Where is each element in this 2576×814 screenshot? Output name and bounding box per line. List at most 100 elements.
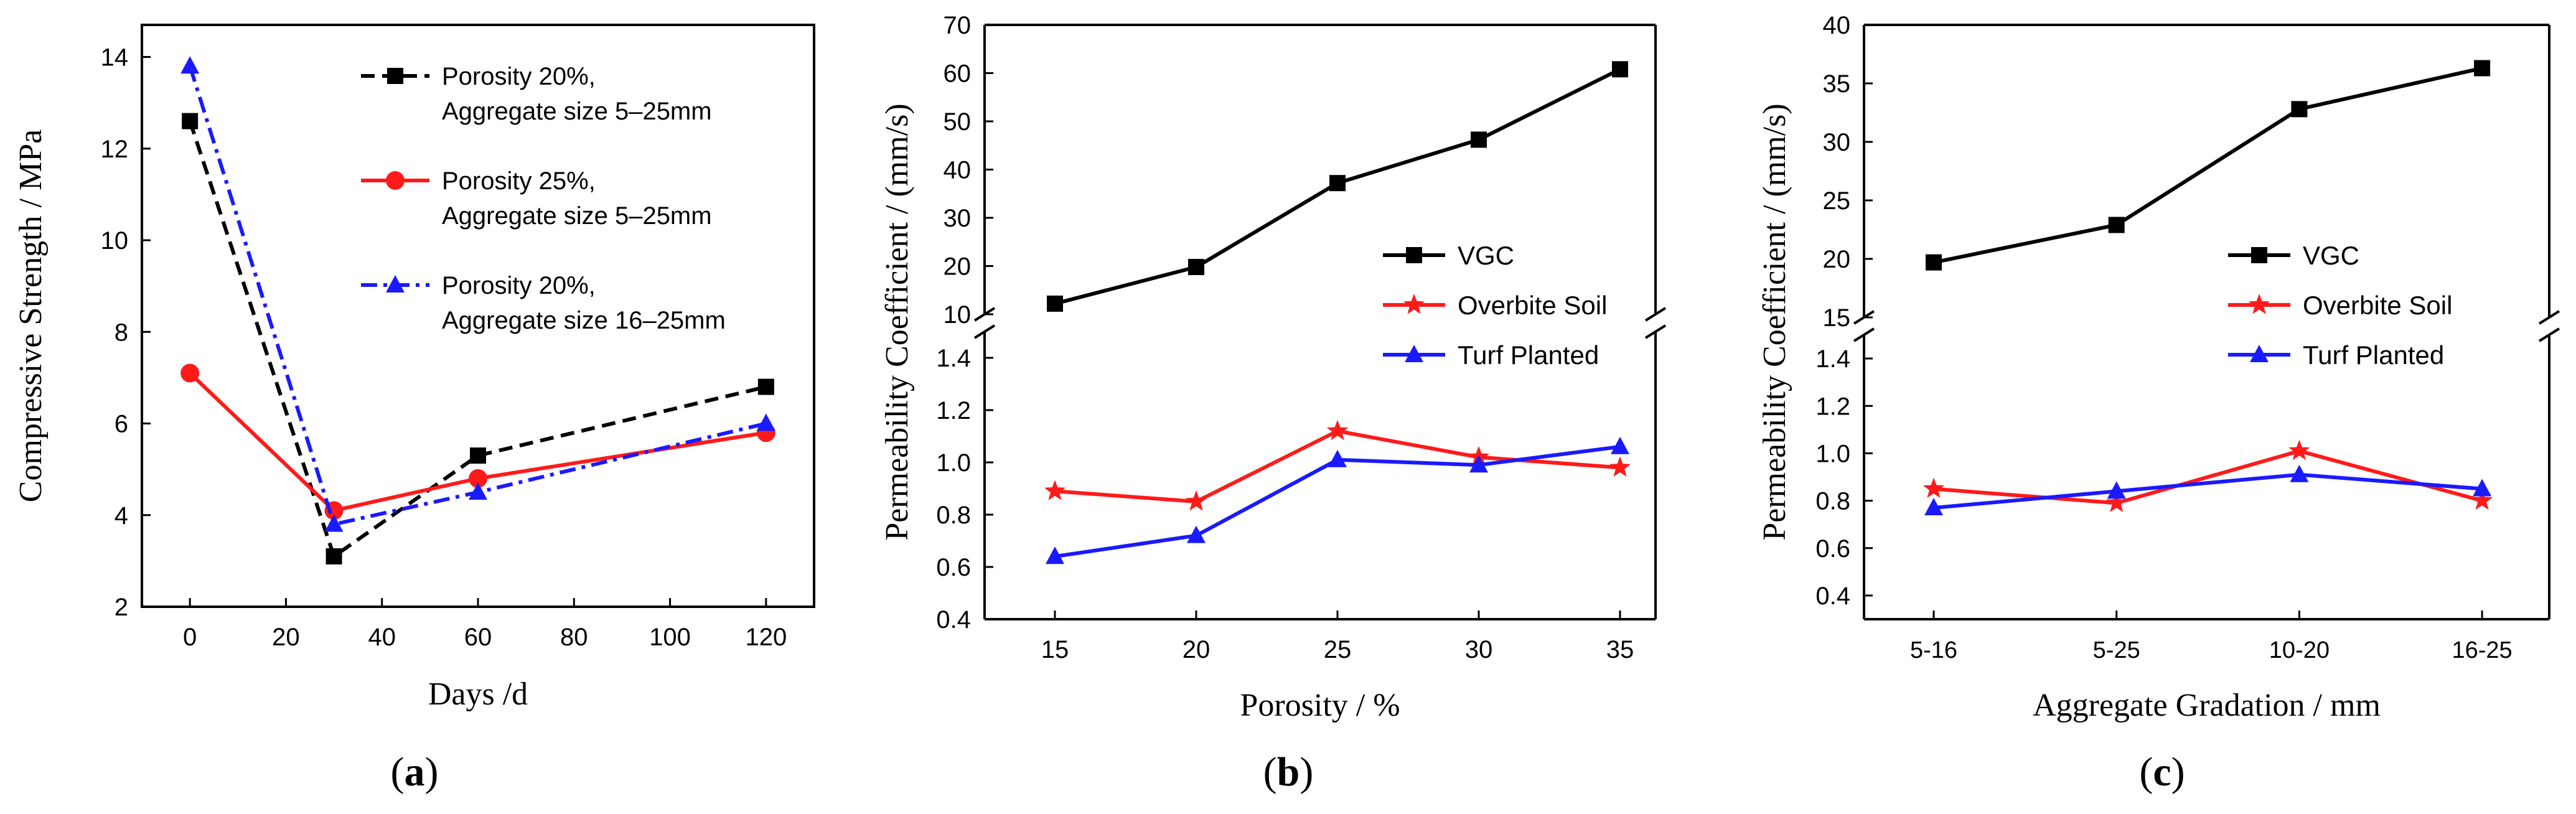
panel-a-x-tick-label: 100 <box>649 624 691 651</box>
panel-c-series-2-point <box>1924 498 1943 516</box>
panel-c-x-axis-label: Aggregate Gradation / mm <box>2033 688 2381 723</box>
panel-a-series-2-point <box>756 413 775 431</box>
panel-a-y-tick-label: 6 <box>115 411 128 438</box>
panel-c-series-0-line <box>1933 66 2483 264</box>
panel-a-legend-1-label-line1: Porosity 25%, <box>442 167 596 195</box>
panel-b-lower-y-tick-label: 1.4 <box>936 345 971 372</box>
panel-b-axis-break-mark <box>1644 324 1667 339</box>
panel-c-legend-0-label: VGC <box>2303 241 2359 270</box>
panel-b-series-2-point <box>1611 436 1629 454</box>
panel-b-axis-break-mark <box>973 324 996 339</box>
panel-b-lower-y-tick-label: 0.8 <box>936 502 971 529</box>
panel-a-y-tick-label: 12 <box>101 136 129 163</box>
panel-c-series-1-point <box>2471 489 2493 510</box>
panel-c-x-tick-label: 5-25 <box>2093 637 2140 663</box>
panel-c-lower-y-tick-label: 1.4 <box>1815 345 1850 373</box>
panel-a-legend-0-marker <box>387 68 403 84</box>
panel-b-series-2-point <box>1469 455 1488 473</box>
panel-a-series-0-point <box>326 548 342 565</box>
panel-a-y-tick-label: 10 <box>101 227 129 255</box>
panel-a-x-tick-label: 80 <box>560 624 588 651</box>
panel-b-series-0-point <box>1612 61 1628 78</box>
panel-b-series-1-point <box>1326 419 1349 441</box>
panel-c-upper-y-tick-label: 30 <box>1823 129 1851 156</box>
panel-a-series-0-point <box>182 113 199 129</box>
panel-b-upper-y-tick-label: 60 <box>944 60 972 88</box>
panel-b-series-0-point <box>1471 131 1487 148</box>
panel-b-lower-y-tick-label: 1.2 <box>936 397 971 424</box>
panel-b-legend-1-label: Overbite Soil <box>1458 291 1607 320</box>
panel-a-letter: a <box>405 749 425 795</box>
panel-c-axis-break-mark <box>2538 327 2560 342</box>
panel-b-legend-2-marker <box>1405 345 1423 362</box>
panel-b-upper-y-tick-label: 10 <box>944 301 972 329</box>
panel-a-legend-2-label-line2: Aggregate size 16–25mm <box>442 307 726 334</box>
panel-c-series-2-point <box>2290 464 2309 482</box>
panel-c-axis-break-mark <box>1853 327 1875 342</box>
panel-a-y-axis-label: Compressive Strength / MPa <box>13 129 49 502</box>
panel-b-x-axis-label: Porosity / % <box>1240 688 1400 723</box>
panel-b-lower-y-tick-label: 0.4 <box>936 606 971 634</box>
panel-b-upper-y-tick-label: 50 <box>944 108 972 136</box>
panel-b-upper-y-tick-label: 20 <box>944 253 972 281</box>
panel-c-letter: c <box>2153 749 2171 795</box>
panel-a-x-tick-label: 40 <box>368 624 396 651</box>
panel-c-series-0-point <box>2291 101 2308 118</box>
panel-a-legend-1-label-line2: Aggregate size 5–25mm <box>442 202 712 230</box>
panel-a-series-0-point <box>757 378 774 395</box>
panel-a-x-tick-label: 120 <box>745 624 787 651</box>
panel-a-y-tick-label: 2 <box>115 594 128 621</box>
panel-b-upper-y-tick-label: 30 <box>944 205 972 232</box>
panel-a-legend-1-marker <box>386 171 405 190</box>
panel-c-lower-y-tick-label: 0.8 <box>1815 488 1850 515</box>
panel-a-y-tick-label: 8 <box>115 319 128 346</box>
panel-a-caption: (a) <box>391 749 439 795</box>
panel-a-y-tick-label: 4 <box>115 502 128 530</box>
panel-c-lower-y-tick-label: 1.0 <box>1815 440 1850 467</box>
panel-b-x-tick-label: 15 <box>1041 636 1069 663</box>
panel-b-legend-1-marker <box>1403 294 1425 314</box>
panel-c-series-0-point <box>2108 217 2125 233</box>
panel-b-series-1-point <box>1044 480 1066 500</box>
panel-c-upper-y-tick-label: 20 <box>1823 246 1851 273</box>
panel-c-upper-y-tick-label: 35 <box>1823 70 1851 98</box>
panel-b-x-tick-label: 25 <box>1324 636 1352 663</box>
panel-b-caption: (b) <box>1263 749 1314 795</box>
panel-a-x-axis-label: Days /d <box>428 676 528 712</box>
panel-c-series-1-point <box>1923 477 1945 498</box>
panel-b-x-tick-label: 30 <box>1465 636 1493 663</box>
panel-b-upper-y-tick-label: 40 <box>944 157 972 184</box>
panel-a-x-tick-label: 0 <box>183 624 197 651</box>
panel-c-legend-0-marker <box>2251 247 2267 263</box>
panel-b-series-2-point <box>1187 525 1206 543</box>
panel-a-series-2-line <box>188 65 767 527</box>
panel-c-caption: (c) <box>2139 749 2185 795</box>
panel-a-legend-2-marker <box>386 275 405 292</box>
panel-c-upper-y-tick-label: 15 <box>1823 304 1851 332</box>
panel-c-series-1-point <box>2105 492 2127 512</box>
panel-c-y-axis-label: Permeability Coefficient / (mm/s) <box>1757 103 1792 540</box>
panel-b-upper-y-tick-label: 70 <box>944 12 972 39</box>
panel-b-series-1-point <box>1185 490 1207 511</box>
panel-b-lower-y-tick-label: 0.6 <box>936 554 971 581</box>
panel-c-x-tick-label: 16-25 <box>2452 637 2512 663</box>
panel-c-series-2-point <box>2107 481 2126 499</box>
panel-a-x-tick-label: 20 <box>272 624 300 651</box>
panel-a-series-0-point <box>470 447 486 464</box>
panel-b-y-axis-label: Permeability Coefficient / (mm/s) <box>879 103 915 540</box>
panel-b-legend-0-label: VGC <box>1458 241 1514 270</box>
panel-b-series-0-point <box>1329 175 1346 192</box>
panel-b-axis-break-mark <box>1644 307 1667 322</box>
panel-a-legend-2-label-line1: Porosity 20%, <box>442 272 596 299</box>
panel-b-lower-y-tick-label: 1.0 <box>936 449 971 477</box>
panel-c-lower-y-tick-label: 0.6 <box>1815 535 1850 563</box>
panel-c-series-0-point <box>2474 60 2491 77</box>
panel-a-legend-0-label-line2: Aggregate size 5–25mm <box>442 98 712 125</box>
panel-a-legend-0-label-line1: Porosity 20%, <box>442 63 596 90</box>
panel-c-series-1-line <box>1933 449 2483 505</box>
panel-a-series-2-point <box>324 514 344 532</box>
panel-a-x-tick-label: 60 <box>464 624 492 651</box>
panel-b-series-0-point <box>1188 259 1204 276</box>
panel-c-series-0-point <box>1926 254 1942 271</box>
